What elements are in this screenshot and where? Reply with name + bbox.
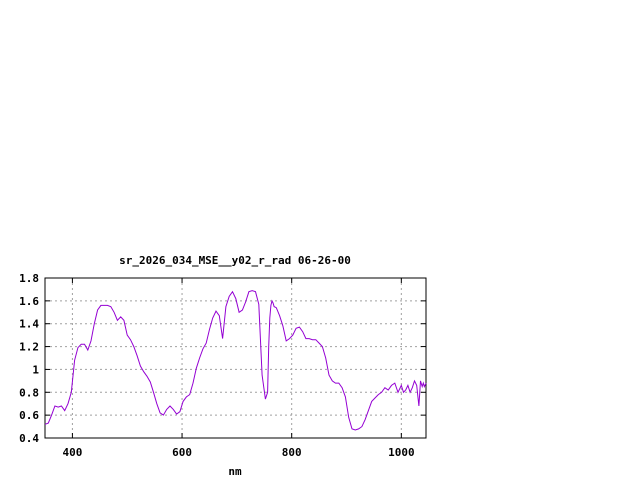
y-tick-label: 1 — [32, 363, 39, 376]
y-tick-label: 0.8 — [19, 386, 39, 399]
x-axis-ticks: 400 600 800 1000 — [62, 278, 415, 459]
chart-title: sr_2026_034_MSE__y02_r_rad 06-26-00 — [119, 254, 351, 267]
y-tick-label: 1.6 — [19, 295, 39, 308]
x-tick-label: 600 — [172, 446, 192, 459]
y-tick-label: 0.6 — [19, 409, 39, 422]
x-axis-label: nm — [228, 465, 242, 478]
y-tick-label: 0.4 — [19, 432, 39, 445]
y-axis-ticks: 0.4 0.6 0.8 1 1.2 1.4 1.6 1.8 — [19, 272, 426, 445]
grid-lines — [45, 278, 426, 438]
x-tick-label: 400 — [62, 446, 82, 459]
y-tick-label: 1.2 — [19, 341, 39, 354]
plot-frame — [44, 277, 427, 439]
series-group — [44, 290, 427, 431]
y-tick-label: 1.8 — [19, 272, 39, 285]
x-tick-label: 800 — [282, 446, 302, 459]
x-tick-label: 1000 — [388, 446, 415, 459]
series-line-0 — [44, 290, 427, 431]
y-tick-label: 1.4 — [19, 318, 39, 331]
